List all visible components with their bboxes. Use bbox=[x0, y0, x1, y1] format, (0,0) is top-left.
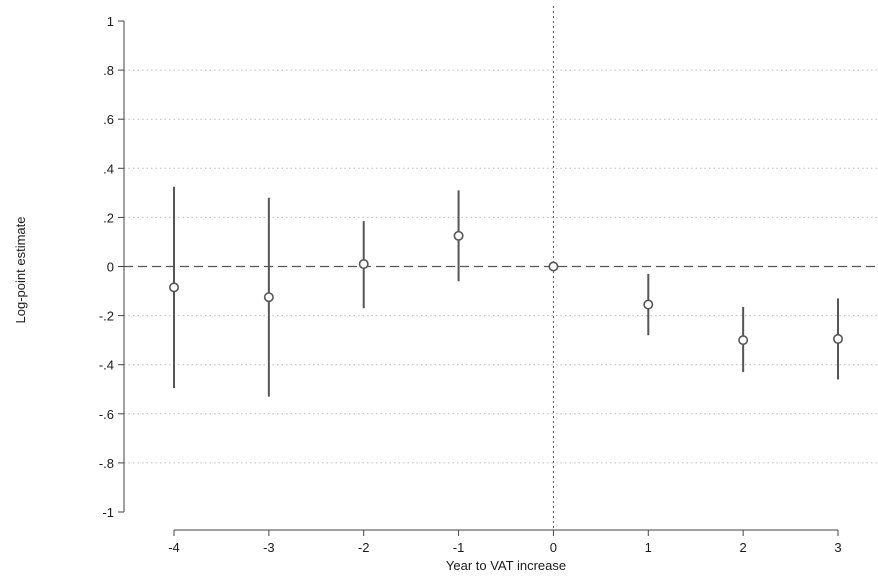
y-tick-label: .2 bbox=[103, 210, 114, 225]
y-tick-label: 1 bbox=[107, 14, 114, 29]
x-tick-label: 2 bbox=[740, 540, 747, 555]
y-tick-label: 0 bbox=[107, 260, 114, 275]
x-tick-label: 1 bbox=[645, 540, 652, 555]
y-tick-label: -.4 bbox=[99, 358, 114, 373]
x-tick-label: -3 bbox=[263, 540, 275, 555]
y-tick-label: .6 bbox=[103, 112, 114, 127]
point-estimate bbox=[548, 261, 559, 272]
y-axis-title: Log-point estimate bbox=[13, 217, 28, 324]
y-tick-label: .4 bbox=[103, 161, 114, 176]
point-estimate bbox=[738, 335, 749, 346]
x-tick-label: 3 bbox=[834, 540, 841, 555]
y-tick-label: -.8 bbox=[99, 456, 114, 471]
reference-lines bbox=[124, 6, 878, 530]
y-tick-label: .8 bbox=[103, 63, 114, 78]
x-tick-label: -4 bbox=[168, 540, 180, 555]
x-tick-label: -2 bbox=[358, 540, 370, 555]
x-tick-label: 0 bbox=[550, 540, 557, 555]
point-estimate bbox=[643, 299, 654, 310]
y-tick-label: -.6 bbox=[99, 407, 114, 422]
axes: 1 .8 .6 .4 .2 0 -.2 -.4 -.6 -.8 -1 -4 -3 -2 -1 0 1 2 3 bbox=[99, 14, 842, 555]
estimates bbox=[169, 186, 843, 397]
point-estimate bbox=[169, 282, 180, 293]
point-estimate bbox=[453, 230, 464, 241]
y-tick-label: -1 bbox=[102, 505, 114, 520]
x-axis-title: Year to VAT increase bbox=[446, 558, 566, 573]
point-estimate bbox=[263, 292, 274, 303]
y-tick-label: -.2 bbox=[99, 309, 114, 324]
x-tick-label: -1 bbox=[453, 540, 465, 555]
point-estimate bbox=[358, 259, 369, 270]
point-estimate bbox=[832, 333, 843, 344]
